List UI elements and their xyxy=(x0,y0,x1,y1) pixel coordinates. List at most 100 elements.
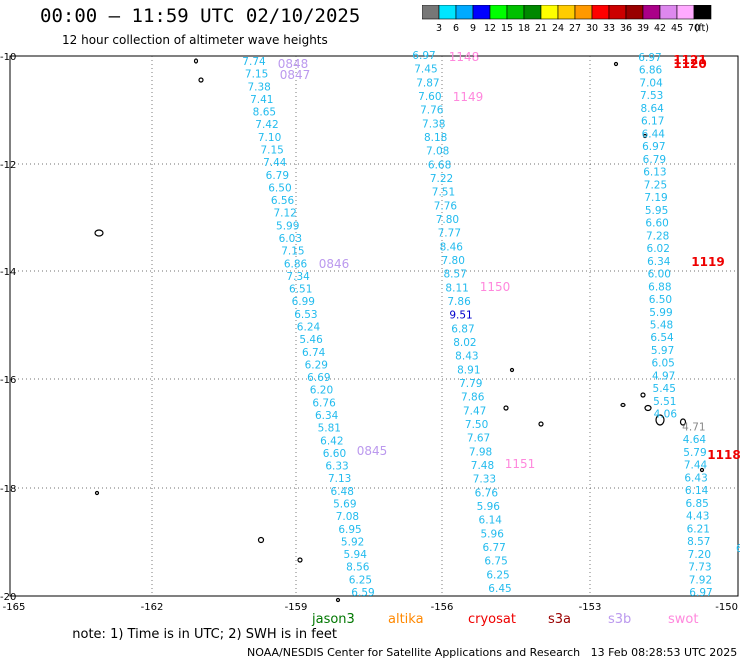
wave-height-value: 6.69 xyxy=(307,372,330,384)
wave-height-value: 4.97 xyxy=(652,370,675,382)
colorbar-swatch xyxy=(693,5,712,20)
wave-height-value: 7.33 xyxy=(473,474,496,486)
wave-height-value: 6.20 xyxy=(310,385,333,397)
legend-satellite-altika: altika xyxy=(388,612,424,627)
wave-height-value: 5.48 xyxy=(650,320,673,332)
wave-height-value: 7.60 xyxy=(418,91,441,103)
wave-height-value: 7.50 xyxy=(465,419,488,431)
wave-height-value: 6.50 xyxy=(268,182,291,194)
map-subtitle: 12 hour collection of altimeter wave hei… xyxy=(62,33,328,47)
wave-height-value: 6.33 xyxy=(325,461,348,473)
legend-satellite-s3a: s3a xyxy=(548,612,572,627)
wave-height-value: 4.64 xyxy=(683,434,707,446)
wave-height-value: 6.97 xyxy=(412,50,435,62)
wave-height-value: 6.74 xyxy=(302,347,326,359)
wave-height-value: 7.77 xyxy=(438,228,461,240)
wave-height-value: 6.42 xyxy=(320,435,343,447)
pass-time-label: 0847 xyxy=(280,68,311,82)
wave-height-value: 6.51 xyxy=(289,284,312,296)
colorbar-tick-label: 30 xyxy=(586,23,598,34)
pass-time-label: 1120 xyxy=(673,57,706,71)
wave-height-value: 6.86 xyxy=(284,258,308,270)
wave-height-value: 7.19 xyxy=(644,192,667,204)
wave-height-value: 8.57 xyxy=(687,536,710,548)
pass-time-label: 0846 xyxy=(319,257,350,271)
wave-height-value: 8.57 xyxy=(443,269,466,281)
wave-height-value: 4.43 xyxy=(686,511,709,523)
wave-height-value: 6.86 xyxy=(639,65,663,77)
wave-height-value: 6.97 xyxy=(689,587,712,599)
footer: NOAA/NESDIS Center for Satellite Applica… xyxy=(240,633,737,659)
satellite-legend: jason3 altika cryosat s3a s3b swot xyxy=(0,612,740,628)
wave-height-value: 6.99 xyxy=(292,296,315,308)
wave-height-value: 7.45 xyxy=(414,64,437,76)
pass-time-label: 0845 xyxy=(357,444,388,458)
longitude-label: -153 xyxy=(579,602,602,613)
map-frame xyxy=(9,55,739,597)
wave-height-value: 7.15 xyxy=(260,145,283,157)
latitude-label: -16 xyxy=(0,375,16,386)
wave-height-value: 7.15 xyxy=(281,246,304,258)
island-outline xyxy=(297,557,303,563)
wave-height-value: 7.10 xyxy=(258,132,281,144)
wave-height-value: 6.00 xyxy=(648,269,671,281)
wave-height-value: 6.79 xyxy=(266,170,289,182)
latitude-label: -10 xyxy=(0,52,16,63)
wave-height-value: 6.21 xyxy=(687,523,710,535)
wave-height-value: 7.44 xyxy=(263,157,287,169)
legend-satellite-swot: swot xyxy=(668,612,699,627)
colorbar-tick-label: 21 xyxy=(535,23,547,34)
wave-height-value: 7.76 xyxy=(434,200,458,212)
longitude-label: -159 xyxy=(285,602,308,613)
wave-height-value: 6.77 xyxy=(482,542,505,554)
wave-height-value: 6.43 xyxy=(684,472,707,484)
wave-height-value: 6.45 xyxy=(488,583,511,595)
wave-height-value: 6.03 xyxy=(279,233,302,245)
note-line: note: 1) Time is in UTC; 2) SWH is in fe… xyxy=(64,612,337,642)
legend-satellite-cryosat: cryosat xyxy=(468,612,516,627)
island-outline xyxy=(335,597,341,603)
wave-height-value: 7.48 xyxy=(471,460,494,472)
wave-height-value: 7.22 xyxy=(430,173,453,185)
wave-height-value: 8.18 xyxy=(424,132,447,144)
wave-height-value: 7.76 xyxy=(420,105,444,117)
wave-height-value: 7.38 xyxy=(247,81,270,93)
wave-height-value: 6.85 xyxy=(685,498,708,510)
island-outline xyxy=(538,421,544,427)
wave-height-value: 6.50 xyxy=(649,294,672,306)
colorbar-tick-label: 3 xyxy=(436,23,442,34)
wave-height-value: 7.28 xyxy=(646,230,669,242)
wave-height-value: 6.13 xyxy=(643,167,666,179)
latitude-label: -20 xyxy=(0,592,16,603)
longitude-label: -150 xyxy=(715,602,738,613)
wave-height-value: 6.60 xyxy=(323,448,346,460)
wave-height-value: 5.92 xyxy=(341,536,364,548)
wave-height-value: 5.94 xyxy=(344,549,368,561)
wave-height-value: 6.48 xyxy=(331,486,354,498)
wave-height-value: 8.46 xyxy=(440,241,464,253)
wave-height-value: 7.86 xyxy=(461,392,485,404)
wave-height-value: 6.56 xyxy=(271,195,295,207)
wave-height-value: 7.53 xyxy=(640,90,663,102)
island-outline xyxy=(620,402,626,408)
wave-height-value: 6.76 xyxy=(312,397,336,409)
wave-height-value: 7.34 xyxy=(286,271,310,283)
footer-timestamp: 13 Feb 08:28:53 UTC 2025 xyxy=(590,646,738,659)
wave-height-colorbar: 3 6 9 12 15 18 21 24 27 30 33 36 39 42 45 70(ft) xyxy=(422,5,712,34)
wave-height-value: 6.87 xyxy=(451,323,474,335)
wave-height-value: 6.60 xyxy=(645,218,668,230)
island-outline xyxy=(94,229,104,237)
wave-height-value: 7.92 xyxy=(689,574,712,586)
legend-satellite-jason3: jason3 xyxy=(312,612,355,627)
pass-time-label: 1119 xyxy=(691,255,724,269)
island-outline xyxy=(193,58,199,64)
wave-height-value: 4.06 xyxy=(654,409,678,421)
colorbar-tick-label: 45 xyxy=(671,23,683,34)
wave-height-value: 6.79 xyxy=(643,154,666,166)
wave-height-value: 7.67 xyxy=(467,433,490,445)
wave-height-value: 7.98 xyxy=(469,446,492,458)
wave-height-value: 6.34 xyxy=(315,410,339,422)
wave-height-value: 6.05 xyxy=(651,358,674,370)
wave-height-value: 7.73 xyxy=(688,562,711,574)
colorbar-unit: (ft) xyxy=(695,23,709,34)
